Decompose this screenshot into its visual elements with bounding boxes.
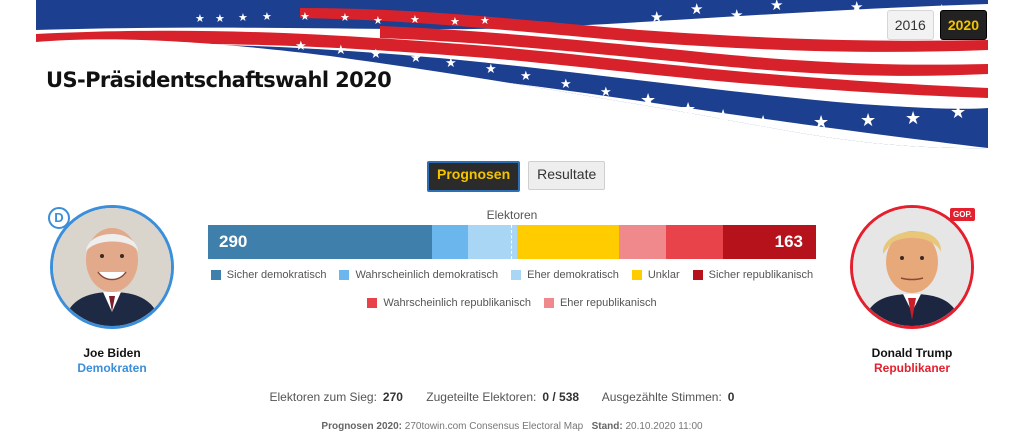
stats-line: Elektoren zum Sieg: 270 Zugeteilte Elekto… <box>0 390 1024 404</box>
svg-text:★: ★ <box>445 56 457 71</box>
svg-text:★: ★ <box>480 14 490 27</box>
tab-forecast[interactable]: Prognosen <box>427 161 521 192</box>
source-label: Prognosen 2020: <box>321 421 403 432</box>
svg-text:★: ★ <box>340 11 350 24</box>
candidate-rep-name: Donald Trump <box>871 346 953 360</box>
svg-text:★: ★ <box>370 47 382 62</box>
svg-text:★: ★ <box>450 15 460 28</box>
svg-text:★: ★ <box>755 112 771 133</box>
legend-swatch <box>210 270 221 280</box>
svg-text:★: ★ <box>600 85 612 100</box>
svg-text:★: ★ <box>950 102 966 123</box>
svg-text:★: ★ <box>520 69 532 84</box>
date-value: 20.10.2020 11:00 <box>625 421 703 432</box>
legend-item: Wahrscheinlich demokratisch <box>339 267 498 283</box>
svg-text:★: ★ <box>560 77 572 92</box>
legend-swatch <box>692 270 703 280</box>
avatar-trump <box>850 205 974 329</box>
svg-text:★: ★ <box>410 13 420 26</box>
legend-label: Eher republikanisch <box>559 297 657 309</box>
tab-results[interactable]: Resultate <box>528 161 606 190</box>
gop-badge-icon: GOP. <box>950 208 975 221</box>
svg-text:★: ★ <box>238 11 248 24</box>
democrat-badge-icon: D <box>48 207 70 229</box>
legend-item: Wahrscheinlich republikanisch <box>367 295 531 311</box>
legend-item: Eher republikanisch <box>543 295 657 311</box>
legend-label: Eher demokratisch <box>527 269 619 281</box>
rep-electoral-total: 163 <box>774 232 803 251</box>
legend-item: Sicher republikanisch <box>692 267 814 283</box>
bar-segment-safe-rep <box>723 225 816 259</box>
legend-swatch <box>631 270 642 280</box>
year-2016-button[interactable]: 2016 <box>886 10 934 40</box>
counted-value: 0 <box>727 390 735 404</box>
year-2020-button[interactable]: 2020 <box>939 10 987 40</box>
bar-segment-lean-dem <box>467 225 517 259</box>
bar-segment-likely-rep <box>665 225 724 259</box>
bar-caption: Elektoren <box>486 208 538 222</box>
legend-swatch <box>543 298 554 308</box>
svg-text:★: ★ <box>813 112 829 133</box>
svg-text:★: ★ <box>905 108 921 129</box>
bar-segment-lean-rep <box>619 225 666 259</box>
legend-label: Unklar <box>647 269 680 281</box>
electoral-vote-bar <box>208 225 816 259</box>
svg-text:★: ★ <box>640 90 656 111</box>
candidate-dem-name: Joe Biden <box>83 346 141 360</box>
svg-text:★: ★ <box>485 62 497 77</box>
svg-text:★: ★ <box>770 0 783 14</box>
candidate-rep-party: Republikaner <box>873 361 951 375</box>
svg-text:★: ★ <box>730 6 743 24</box>
avatar-biden <box>50 205 174 329</box>
source-text: 270towin.com Consensus Electoral Map <box>404 421 584 432</box>
legend-label: Wahrscheinlich republikanisch <box>383 297 531 309</box>
legend-item: Unklar <box>631 267 680 283</box>
to-win-value: 270 <box>382 390 403 404</box>
svg-text:★: ★ <box>810 8 823 26</box>
legend-item: Eher demokratisch <box>511 267 619 283</box>
legend-swatch <box>367 298 378 308</box>
bar-segment-tossup <box>516 225 620 259</box>
legend-label: Sicher republikanisch <box>708 269 814 281</box>
svg-text:★: ★ <box>650 8 663 26</box>
source-line: Prognosen 2020: 270towin.com Consensus E… <box>0 421 1024 432</box>
svg-text:★: ★ <box>295 39 307 54</box>
svg-text:★: ★ <box>300 10 310 23</box>
to-win-label: Elektoren zum Sieg: <box>269 390 377 404</box>
view-mode-tabs: Prognosen Resultate <box>427 161 606 192</box>
bar-segment-likely-dem <box>431 225 468 259</box>
counted-label: Ausgezählte Stimmen: <box>601 390 722 404</box>
svg-text:★: ★ <box>860 110 876 131</box>
assigned-label: Zugeteilte Elektoren: <box>426 390 537 404</box>
assigned-value: 0 / 538 <box>542 390 580 404</box>
year-switcher: 2016 2020 <box>886 10 987 40</box>
majority-line <box>511 225 512 259</box>
dem-electoral-total: 290 <box>219 232 248 251</box>
candidate-dem-party: Demokraten <box>77 361 147 375</box>
legend-item: Sicher demokratisch <box>210 267 327 283</box>
candidate-dem: Joe Biden Demokraten <box>42 205 182 375</box>
svg-text:★: ★ <box>195 12 205 25</box>
legend-swatch <box>511 270 522 280</box>
bar-legend: Sicher demokratisch Wahrscheinlich demokr… <box>180 267 844 311</box>
svg-text:★: ★ <box>410 51 422 66</box>
svg-text:★: ★ <box>680 99 696 120</box>
svg-text:★: ★ <box>715 106 731 127</box>
svg-text:★: ★ <box>850 0 863 16</box>
svg-text:★: ★ <box>215 12 225 25</box>
candidate-rep: Donald Trump Republikaner <box>842 205 982 375</box>
svg-text:★: ★ <box>373 14 383 27</box>
legend-label: Sicher demokratisch <box>226 269 327 281</box>
legend-label: Wahrscheinlich demokratisch <box>355 269 499 281</box>
page-title: US-Präsidentschaftswahl 2020 <box>46 68 392 92</box>
svg-text:★: ★ <box>335 43 347 58</box>
flag-banner: ★ ★ ★ ★ ★ ★ ★ ★ ★ ★ ★ ★ ★ ★ ★ ★ ★ ★ ★ ★ ★ ★ ★ ★ ★ ★ ★ ★ ★ ★… <box>36 0 988 149</box>
legend-swatch <box>339 270 350 280</box>
svg-text:★: ★ <box>690 0 703 18</box>
bar-segment-safe-dem <box>208 225 432 259</box>
date-label: Stand: <box>591 421 623 432</box>
svg-text:★: ★ <box>262 10 272 23</box>
